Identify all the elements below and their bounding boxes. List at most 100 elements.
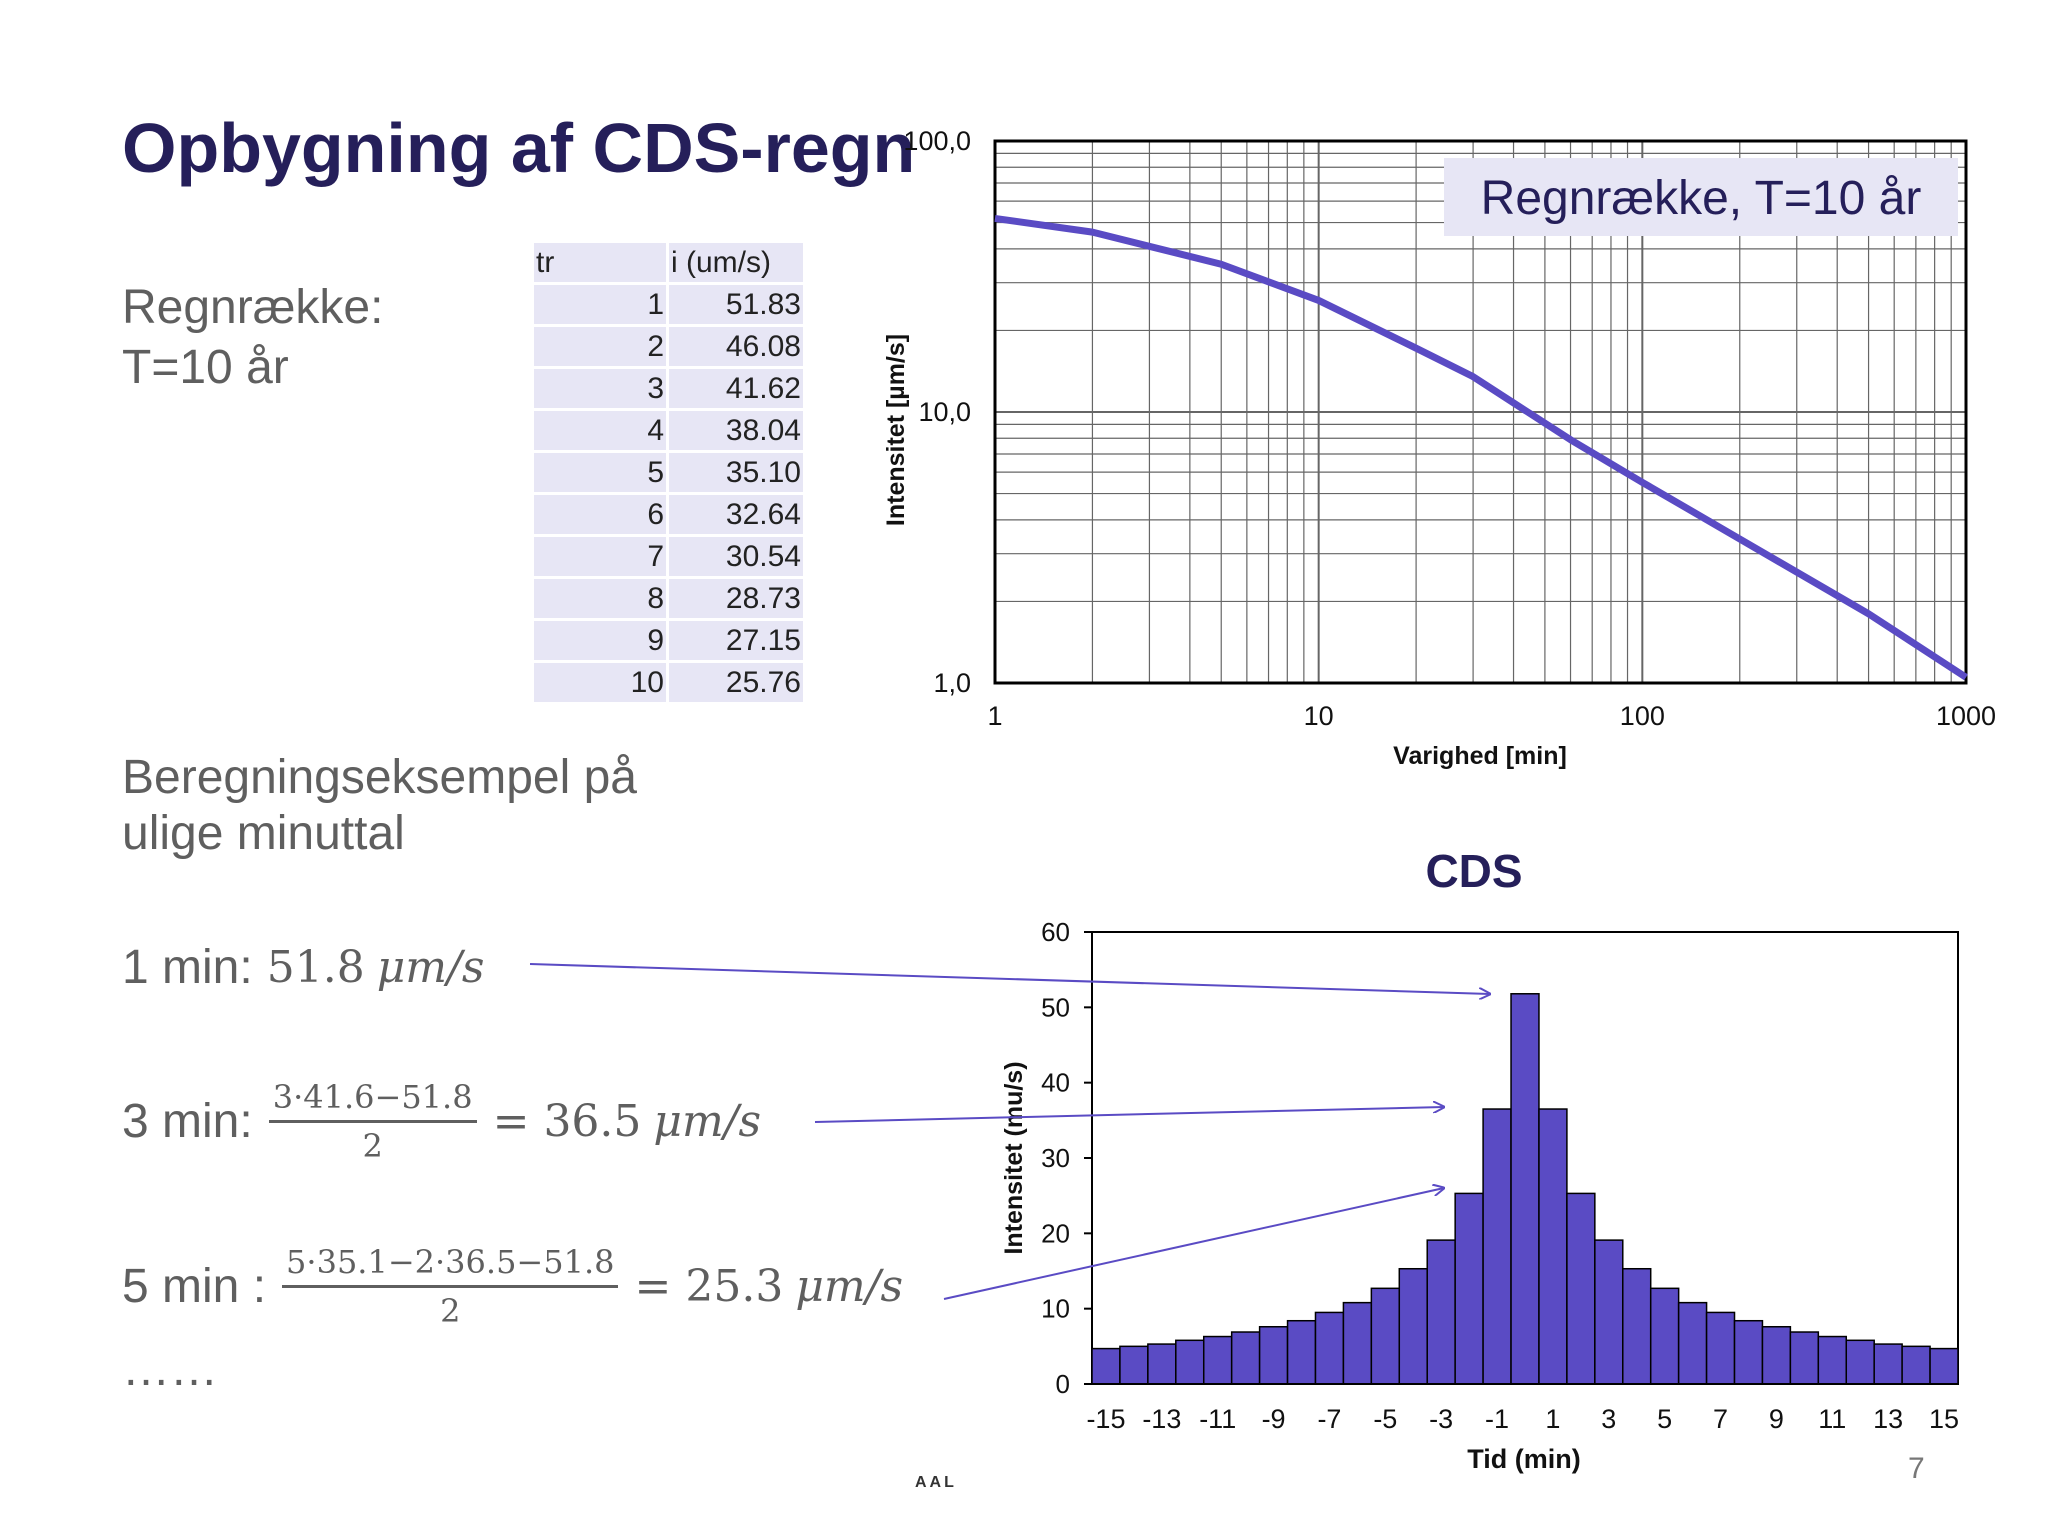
table-cell-duration: 2 <box>534 327 666 366</box>
equation-3min: 3 min: 3·41.6−51.8 2 = 36.5 μm/s <box>122 1078 761 1165</box>
x-tick-label: -11 <box>1199 1404 1236 1434</box>
bar <box>1845 1339 1875 1385</box>
fraction-numerator: 3·41.6−51.8 <box>268 1078 477 1123</box>
table-header-row: tr i (um/s) <box>534 243 803 282</box>
x-tick-label: 10 <box>1304 701 1334 731</box>
series-line <box>994 214 1968 681</box>
series-label: Regnrække: T=10 år <box>122 278 383 398</box>
slide-title: Opbygning af CDS-regn <box>122 109 916 187</box>
y-tick-label: 30 <box>1041 1143 1070 1173</box>
bar <box>1677 1301 1708 1385</box>
x-axis-label: Varighed [min] <box>1393 742 1567 770</box>
bar <box>1566 1192 1596 1385</box>
tick-labels: 1 10 100 1000 1,0 10,0 100,0 <box>903 126 1996 731</box>
y-tick-label: 10,0 <box>918 397 971 427</box>
equation-fraction: 5·35.1−2·36.5−51.8 2 <box>282 1243 619 1330</box>
x-tick-label: -7 <box>1317 1404 1341 1434</box>
bar <box>1314 1311 1345 1385</box>
equation-value: 51.8 <box>266 942 365 993</box>
table-cell-duration: 8 <box>534 579 666 618</box>
table-cell-intensity: 41.62 <box>669 369 803 408</box>
example-heading-line1: Beregningseksempel på <box>122 751 637 804</box>
table-cell-intensity: 38.04 <box>669 411 803 450</box>
table-cell-duration: 10 <box>534 663 666 702</box>
table-row: 6 32.64 <box>534 495 803 534</box>
x-tick-label: 11 <box>1818 1404 1846 1434</box>
x-tick-label: 5 <box>1657 1404 1672 1434</box>
x-tick-label: -3 <box>1429 1404 1453 1434</box>
cds-chart-title: CDS <box>1425 845 1522 897</box>
equation-1min: 1 min: 51.8 μm/s <box>122 940 484 995</box>
y-tick-label: 100,0 <box>903 126 971 156</box>
y-tick-label: 20 <box>1041 1218 1070 1248</box>
table-header-intensity: i (um/s) <box>669 243 803 282</box>
fraction-denominator: 2 <box>362 1127 383 1165</box>
table-row: 1 51.83 <box>534 285 803 324</box>
y-tick-label: 60 <box>1041 917 1070 947</box>
equation-unit: μm/s <box>653 1096 762 1147</box>
x-tick-label: 1 <box>987 701 1002 731</box>
bar <box>1426 1239 1456 1385</box>
y-tick-label: 50 <box>1041 992 1070 1022</box>
table-row: 3 41.62 <box>534 369 803 408</box>
chart-title: Regnrække, T=10 år <box>1481 172 1922 225</box>
rain-series-table: tr i (um/s) 1 51.83 2 46.08 3 41.62 4 38.04 5 35.10… <box>531 240 806 705</box>
table-cell-duration: 7 <box>534 537 666 576</box>
x-tick-label: -5 <box>1373 1404 1397 1434</box>
equation-fraction: 3·41.6−51.8 2 <box>268 1078 477 1165</box>
y-tick-label: 10 <box>1041 1294 1070 1324</box>
series-label-line1: Regnrække: <box>122 281 384 334</box>
table-cell-intensity: 51.83 <box>669 285 803 324</box>
x-tick-label: -1 <box>1485 1404 1509 1434</box>
table-cell-intensity: 46.08 <box>669 327 803 366</box>
x-tick-label: 15 <box>1929 1404 1959 1434</box>
y-tick-label: 40 <box>1041 1068 1070 1098</box>
chart-title-box <box>1444 158 1958 236</box>
bar <box>1258 1325 1289 1385</box>
equals-sign: = <box>634 1261 672 1312</box>
bar <box>1398 1267 1428 1385</box>
table-cell-intensity: 30.54 <box>669 537 803 576</box>
x-tick-label: -13 <box>1142 1404 1181 1434</box>
x-tick-label: 1000 <box>1936 701 1996 731</box>
table-row: 7 30.54 <box>534 537 803 576</box>
bar <box>1649 1287 1680 1385</box>
example-heading-line2: ulige minuttal <box>122 807 405 860</box>
plot-frame <box>993 139 1968 685</box>
fraction-numerator: 5·35.1−2·36.5−51.8 <box>282 1243 619 1288</box>
equation-unit: μm/s <box>795 1261 904 1312</box>
bar <box>1761 1325 1792 1385</box>
y-axis-label: Intensitet (mu/s) <box>1000 1061 1028 1254</box>
table-cell-intensity: 32.64 <box>669 495 803 534</box>
table-row: 4 38.04 <box>534 411 803 450</box>
bar <box>1873 1343 1903 1385</box>
bar <box>1230 1331 1261 1385</box>
table-header-duration: tr <box>534 243 666 282</box>
bar <box>1538 1108 1568 1385</box>
equation-5min: 5 min : 5·35.1−2·36.5−51.8 2 = 25.3 μm/s <box>122 1243 903 1330</box>
x-tick-label: 9 <box>1769 1404 1784 1434</box>
series-label-line2: T=10 år <box>122 341 289 394</box>
bar <box>1175 1339 1205 1385</box>
bar <box>1202 1335 1233 1385</box>
intensity-duration-chart: 1 10 100 1000 1,0 10,0 100,0 Regnrække, T=10 å… <box>882 126 1996 770</box>
bar <box>1119 1345 1149 1385</box>
table-row: 2 46.08 <box>534 327 803 366</box>
bar <box>1091 1347 1121 1385</box>
bar <box>1482 1108 1512 1385</box>
bar <box>1147 1343 1177 1385</box>
bar <box>1817 1335 1848 1385</box>
table-cell-duration: 4 <box>534 411 666 450</box>
x-axis-label: Tid (min) <box>1467 1444 1580 1474</box>
equation-label: 5 min : <box>122 1260 267 1313</box>
y-tick-label: 1,0 <box>933 668 971 698</box>
table-row: 8 28.73 <box>534 579 803 618</box>
table-cell-duration: 1 <box>534 285 666 324</box>
table-cell-intensity: 28.73 <box>669 579 803 618</box>
equation-value: 25.3 <box>685 1261 784 1312</box>
table-row: 10 25.76 <box>534 663 803 702</box>
equation-value: 36.5 <box>543 1096 642 1147</box>
y-axis-label: Intensitet [µm/s] <box>882 334 910 526</box>
x-tick-label: -9 <box>1262 1404 1286 1434</box>
